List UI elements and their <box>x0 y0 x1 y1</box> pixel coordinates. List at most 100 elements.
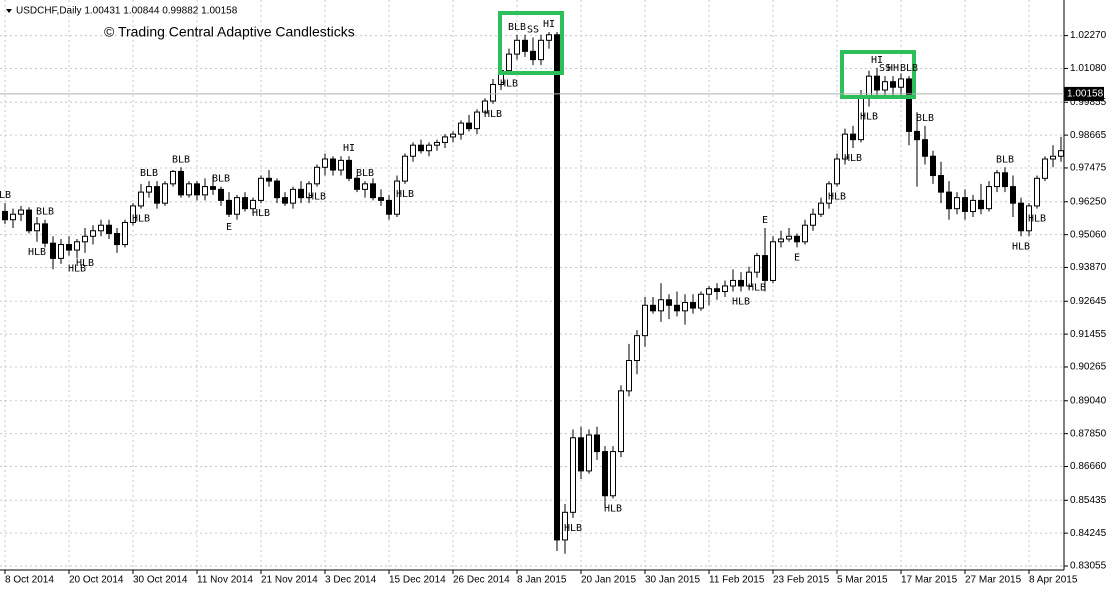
pattern-label: SS <box>527 25 539 36</box>
y-tick-label: 0.92645 <box>1070 296 1107 307</box>
candle-body <box>898 78 904 88</box>
candle-body <box>442 136 448 143</box>
candle-body <box>554 34 560 541</box>
pattern-label: HLB <box>68 263 86 274</box>
y-tick-label: 0.85435 <box>1070 495 1107 506</box>
candle-body <box>994 172 1000 188</box>
candle-body <box>522 39 528 52</box>
candle-body <box>746 271 752 287</box>
x-tick-label: 8 Apr 2015 <box>1029 575 1078 586</box>
candle-body <box>50 242 56 259</box>
x-tick-label: 5 Mar 2015 <box>837 575 888 586</box>
candle-body <box>866 75 872 99</box>
candle-body <box>954 197 960 210</box>
y-tick-label: 0.90265 <box>1070 362 1107 373</box>
candle-body <box>762 255 768 281</box>
candle-body <box>362 183 368 190</box>
candle-body <box>394 180 400 215</box>
y-tick-label: 0.91455 <box>1070 329 1107 340</box>
y-tick-label: 0.83055 <box>1070 561 1107 572</box>
candle-body <box>730 279 736 287</box>
pattern-label: HI <box>543 19 555 30</box>
pattern-label: HLB <box>500 78 518 89</box>
pattern-label: BLB <box>356 168 374 179</box>
pattern-label: E <box>226 222 232 233</box>
candle-body <box>890 81 896 88</box>
candle-body <box>466 122 472 130</box>
candle-body <box>306 183 312 199</box>
candle-body <box>626 359 632 392</box>
candle-body <box>882 81 888 91</box>
candle-body <box>418 144 424 152</box>
candle-body <box>114 233 120 246</box>
y-tick-label: 0.98665 <box>1070 130 1107 141</box>
x-tick-label: 26 Dec 2014 <box>453 575 510 586</box>
candle-body <box>610 451 616 497</box>
pattern-label: BLB <box>36 207 54 218</box>
candle-body <box>314 166 320 185</box>
menu-arrow[interactable] <box>6 9 12 13</box>
candles-layer <box>2 32 1064 554</box>
pattern-label: BLB <box>916 113 934 124</box>
pattern-label: HLB <box>76 258 94 269</box>
grid-layer <box>0 0 1064 570</box>
candle-body <box>850 133 856 141</box>
candle-body <box>986 186 992 210</box>
candle-body <box>962 197 968 212</box>
pattern-label: BLB <box>140 168 158 179</box>
candle-body <box>274 180 280 199</box>
candle-body <box>490 83 496 102</box>
candle-body <box>34 223 40 232</box>
candle-body <box>26 209 32 232</box>
candle-body <box>18 209 24 215</box>
x-tick-label: 27 Mar 2015 <box>965 575 1022 586</box>
candle-body <box>194 183 200 196</box>
pattern-label: HLB <box>564 523 582 534</box>
candle-body <box>42 223 48 244</box>
pattern-label: HLB <box>252 208 270 219</box>
candle-body <box>2 210 8 221</box>
candle-body <box>122 221 128 246</box>
pattern-label: HLB <box>1028 214 1046 225</box>
candle-body <box>770 241 776 281</box>
chart-header: USDCHF,Daily 1.00431 1.00844 0.99882 1.0… <box>16 6 238 17</box>
x-tick-label: 15 Dec 2014 <box>389 575 446 586</box>
candle-body <box>1058 150 1064 157</box>
candle-body <box>242 197 248 210</box>
candle-body <box>10 213 16 221</box>
x-tick-label: 3 Dec 2014 <box>325 575 377 586</box>
pattern-label: HH <box>887 63 899 74</box>
candle-body <box>282 197 288 204</box>
candle-body <box>578 437 584 472</box>
chart-title: © Trading Central Adaptive Candlesticks <box>104 24 355 40</box>
pattern-label: HLB <box>1012 241 1030 252</box>
y-tick-label: 0.96250 <box>1070 196 1107 207</box>
pattern-label: HLB <box>860 112 878 123</box>
pattern-label: HI <box>343 143 355 154</box>
candle-body <box>514 39 520 55</box>
current-price-label: 1.00158 <box>1067 89 1104 100</box>
candle-body <box>722 285 728 292</box>
candle-body <box>754 255 760 273</box>
x-tick-label: 11 Nov 2014 <box>197 575 253 586</box>
candle-body <box>410 144 416 157</box>
candle-body <box>1026 205 1032 232</box>
candle-body <box>570 437 576 513</box>
pattern-label: HLB <box>844 153 862 164</box>
x-tick-label: 20 Oct 2014 <box>69 575 124 586</box>
candle-body <box>690 302 696 309</box>
candle-body <box>474 111 480 130</box>
candle-body <box>258 177 264 201</box>
candle-body <box>738 279 744 287</box>
pattern-label: E <box>762 215 768 226</box>
candle-body <box>266 177 272 182</box>
candle-body <box>386 199 392 215</box>
pattern-label: HLB <box>484 109 502 120</box>
y-tick-label: 0.86660 <box>1070 461 1107 472</box>
candle-body <box>170 170 176 185</box>
candle-body <box>650 304 656 312</box>
pattern-label: E <box>794 252 800 263</box>
candle-body <box>210 186 216 190</box>
candle-body <box>106 224 112 235</box>
